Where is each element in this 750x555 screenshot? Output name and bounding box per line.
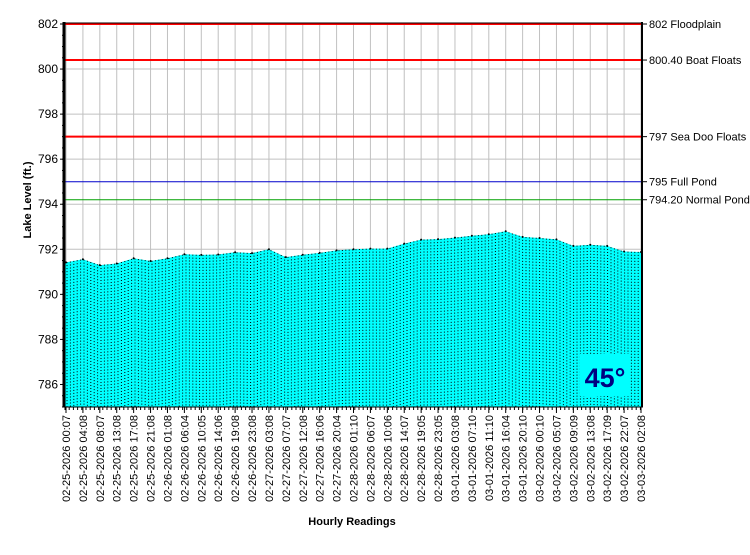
data-point — [453, 236, 456, 239]
y-axis-title: Lake Level (ft.) — [22, 161, 34, 238]
x-tick-label: 02-26-2026 19:08 — [230, 415, 242, 502]
x-tick-label: 02-26-2026 10:05 — [196, 415, 208, 502]
x-tick-label: 02-26-2026 06:04 — [179, 415, 191, 502]
x-tick-label: 02-27-2026 07:07 — [281, 415, 293, 502]
data-point — [504, 230, 507, 233]
x-tick-label: 03-02-2026 13:08 — [585, 415, 597, 502]
data-point — [234, 251, 237, 254]
data-point — [538, 237, 541, 240]
x-tick-label: 02-27-2026 16:06 — [315, 415, 327, 502]
data-area — [65, 230, 643, 407]
reference-label: 795 Full Pond — [649, 177, 717, 189]
x-tick-label: 02-28-2026 23:05 — [433, 415, 445, 502]
data-point — [369, 247, 372, 250]
x-tick-label: 02-25-2026 08:07 — [95, 415, 107, 502]
data-point — [166, 257, 169, 260]
data-point — [98, 264, 101, 267]
data-point — [606, 244, 609, 247]
axes: 786 788 790 792 794 796 798 800 802 02-25-2026 00… — [38, 17, 648, 502]
data-point — [437, 238, 440, 241]
data-point — [267, 248, 270, 251]
x-tick-label: 02-28-2026 14:07 — [399, 415, 411, 502]
x-tick-label: 02-28-2026 01:10 — [349, 415, 361, 502]
data-point — [352, 248, 355, 251]
temperature-label: 45° — [585, 363, 626, 393]
y-tick-label: 792 — [38, 242, 58, 256]
data-point — [81, 258, 84, 261]
reference-label: 794.20 Normal Pond — [649, 195, 750, 207]
x-tick-label: 02-25-2026 21:08 — [146, 415, 158, 502]
x-tick-label: 02-25-2026 13:08 — [112, 415, 124, 502]
y-tick-label: 802 — [38, 17, 58, 31]
x-tick-label: 02-25-2026 04:08 — [78, 415, 90, 502]
y-tick-label: 790 — [38, 287, 58, 301]
y-tick-label: 796 — [38, 152, 58, 166]
data-point — [318, 251, 321, 254]
data-point — [572, 244, 575, 247]
reference-label: 797 Sea Doo Floats — [649, 132, 747, 144]
x-axis-title: Hourly Readings — [308, 516, 395, 528]
data-point — [132, 257, 135, 260]
data-point — [521, 235, 524, 238]
data-point — [589, 243, 592, 246]
x-tick-label: 02-28-2026 19:05 — [416, 415, 428, 502]
x-tick-label: 02-26-2026 23:08 — [247, 415, 259, 502]
reference-label: 800.40 Boat Floats — [649, 55, 742, 67]
x-tick-label: 03-02-2026 05:07 — [551, 415, 563, 502]
x-tick-label: 03-02-2026 00:10 — [535, 415, 547, 502]
x-tick-label: 02-28-2026 10:06 — [382, 415, 394, 502]
data-point — [403, 242, 406, 245]
x-tick-label: 03-01-2026 07:10 — [467, 415, 479, 502]
data-point — [487, 233, 490, 236]
x-tick-label: 03-01-2026 16:04 — [501, 415, 513, 502]
x-tick-label: 02-25-2026 00:07 — [61, 415, 73, 502]
x-tick-label: 02-27-2026 20:04 — [332, 415, 344, 502]
y-tick-label: 800 — [38, 62, 58, 76]
data-point — [420, 238, 423, 241]
temperature-annotation: 45° — [580, 354, 630, 396]
data-point — [115, 262, 118, 265]
data-point — [301, 253, 304, 256]
data-point — [251, 252, 254, 255]
data-point — [386, 247, 389, 250]
level-area — [65, 231, 642, 407]
x-tick-label: 03-01-2026 11:10 — [484, 415, 496, 501]
x-tick-label: 02-28-2026 06:07 — [365, 415, 377, 502]
x-tick-label: 02-25-2026 17:08 — [129, 415, 141, 502]
temperature-box — [580, 354, 630, 396]
reference-lines: 802 Floodplain 800.40 Boat Floats 797 Sea … — [65, 19, 750, 207]
data-point — [335, 249, 338, 252]
data-point — [555, 238, 558, 241]
x-tick-label: 02-26-2026 14:06 — [213, 415, 225, 502]
x-tick-label: 03-01-2026 20:10 — [518, 415, 530, 502]
x-tick-label: 03-02-2026 22:07 — [619, 415, 631, 502]
data-point — [200, 253, 203, 256]
y-tick-label: 794 — [38, 197, 58, 211]
data-point — [284, 256, 287, 259]
x-tick-label: 02-27-2026 12:08 — [298, 415, 310, 502]
x-tick-label: 03-01-2026 03:08 — [450, 415, 462, 502]
data-point — [217, 253, 220, 256]
x-tick-label: 03-02-2026 17:09 — [602, 415, 614, 502]
reference-label: 802 Floodplain — [649, 19, 721, 31]
x-tick-label: 02-26-2026 01:08 — [162, 415, 174, 502]
y-tick-label: 798 — [38, 107, 58, 121]
data-point — [183, 253, 186, 256]
x-tick-label: 03-02-2026 09:09 — [568, 415, 580, 502]
data-point — [623, 250, 626, 253]
data-point — [149, 260, 152, 263]
y-tick-label: 786 — [38, 377, 58, 391]
x-tick-label: 02-27-2026 03:08 — [264, 415, 276, 502]
data-point — [470, 234, 473, 237]
x-tick-label: 03-03-2026 02:08 — [636, 415, 648, 502]
y-tick-label: 788 — [38, 332, 58, 346]
